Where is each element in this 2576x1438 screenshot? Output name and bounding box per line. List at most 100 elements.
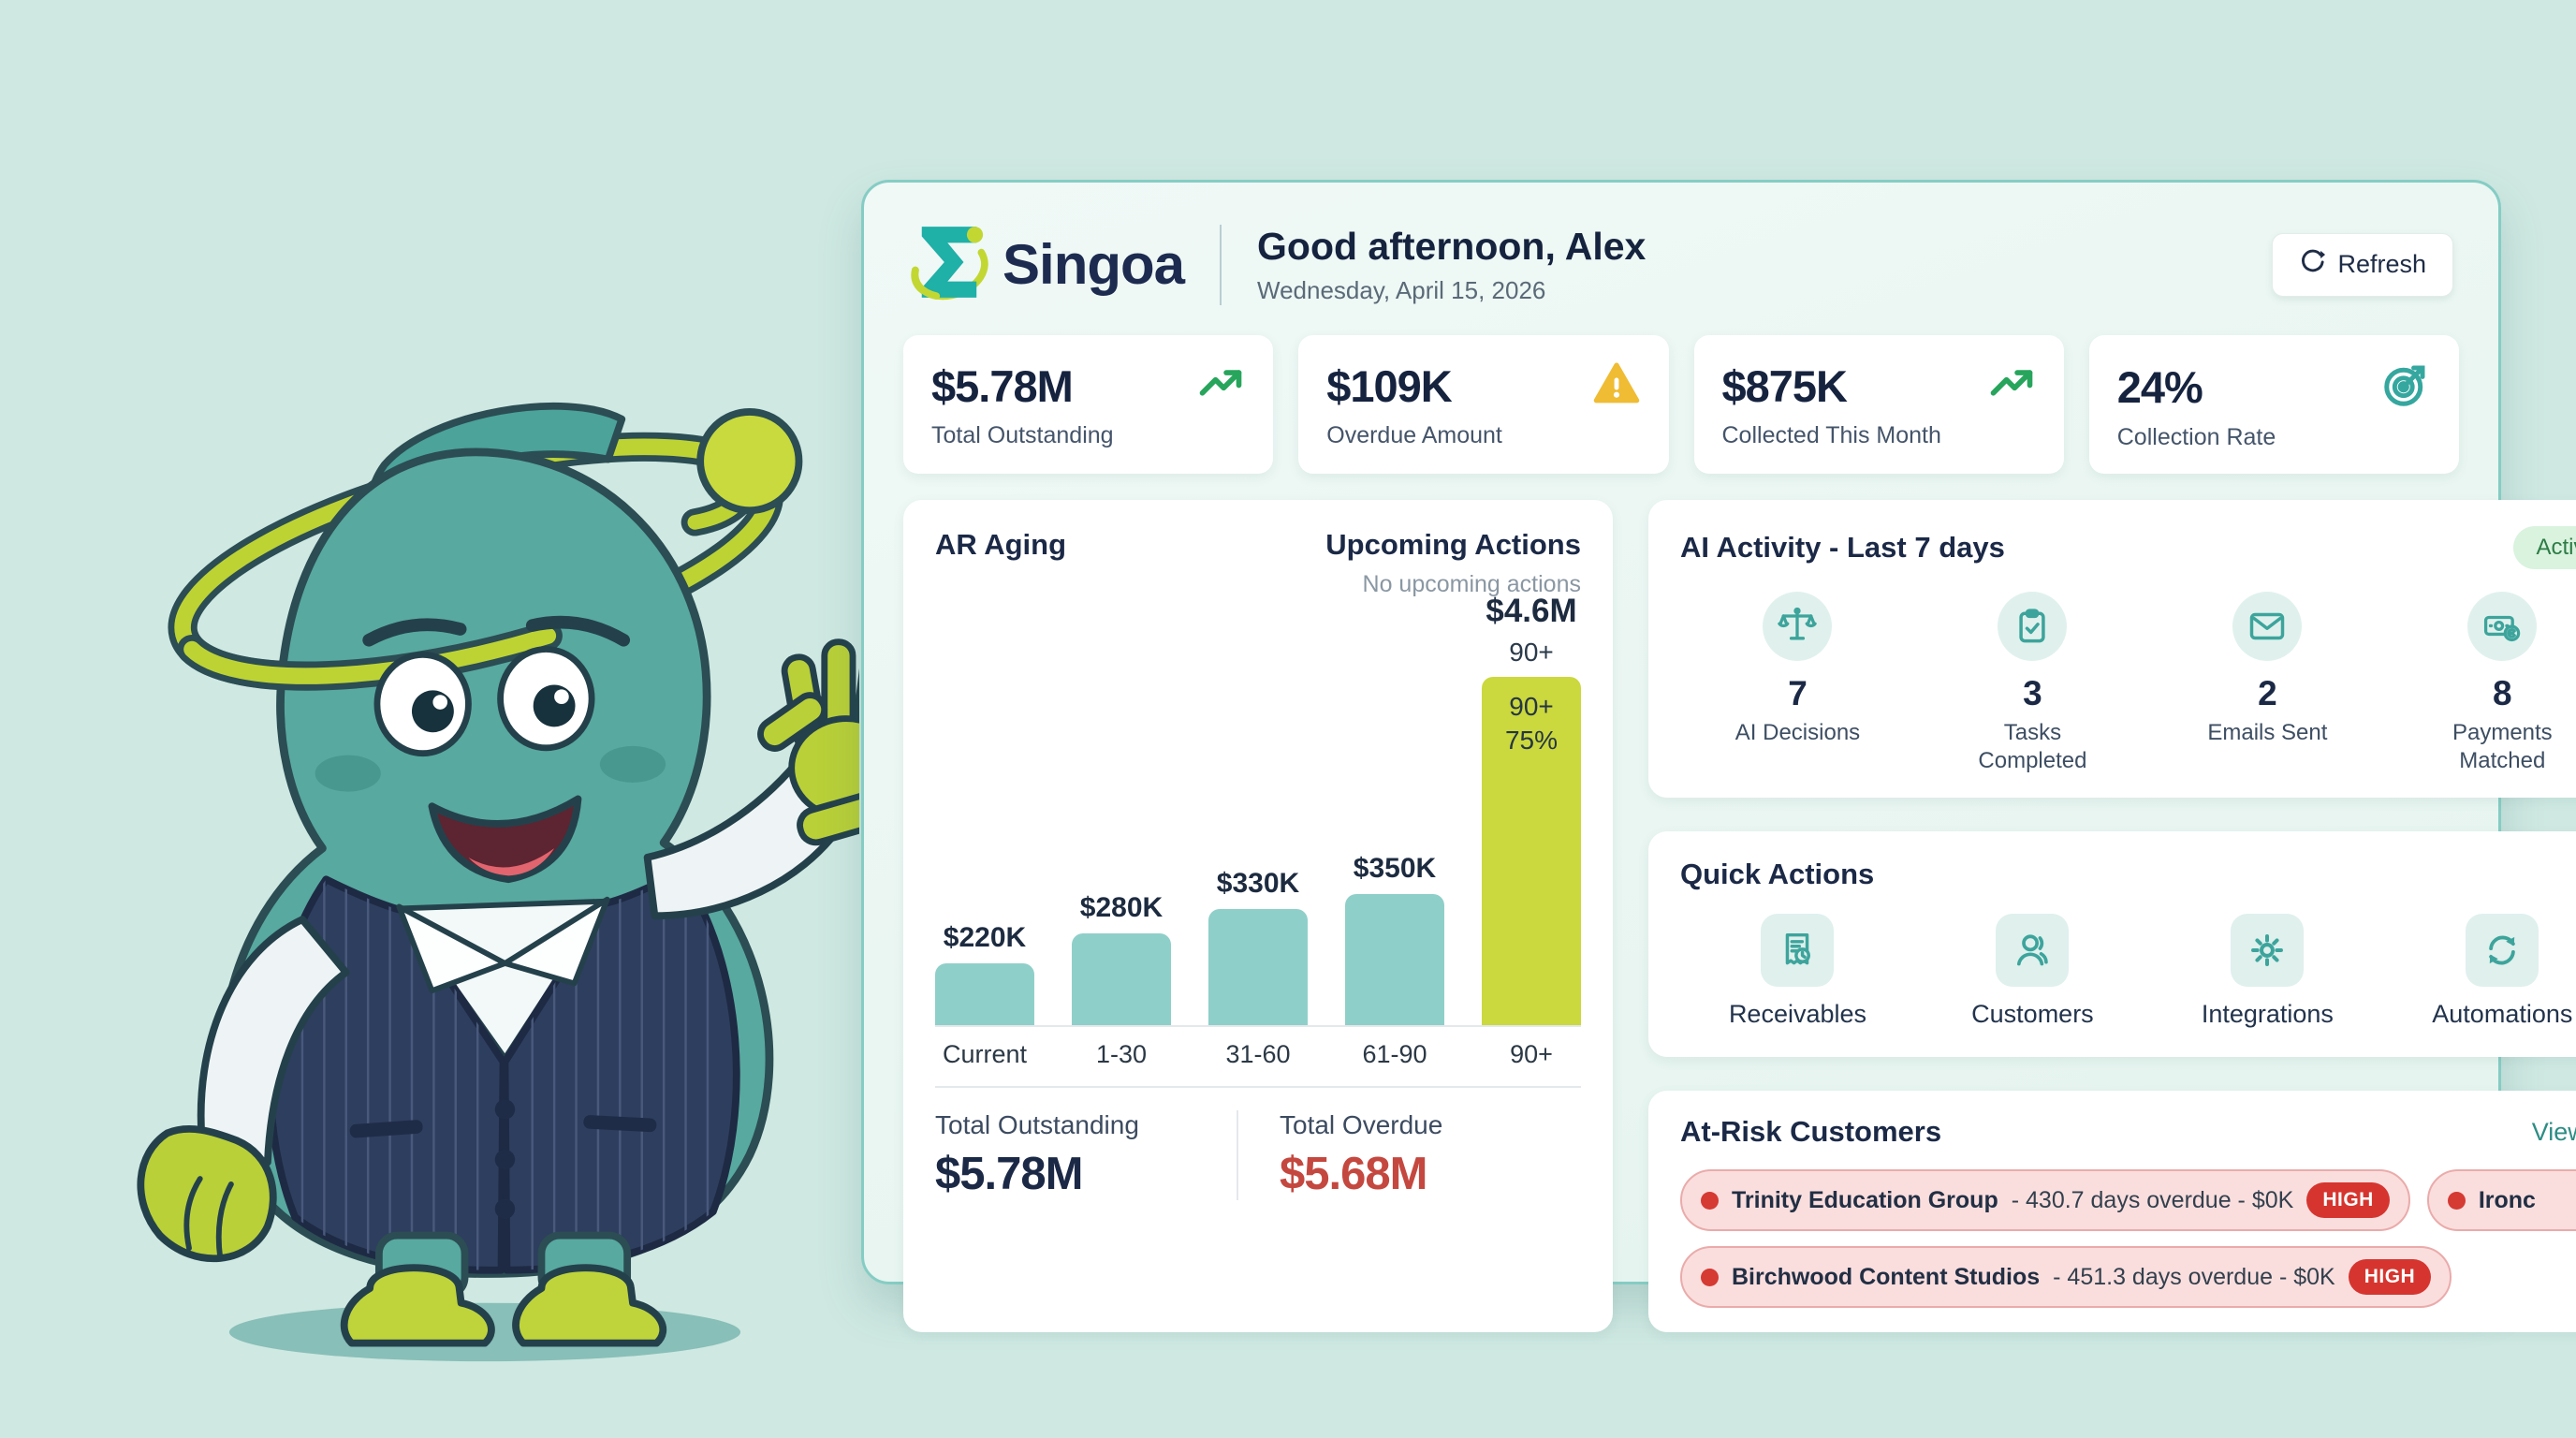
quick-action-integrations[interactable]: Integrations	[2150, 914, 2385, 1029]
ai-count: 8	[2493, 674, 2512, 712]
axis-label: 61-90	[1362, 1040, 1427, 1068]
header-divider	[1220, 224, 1222, 305]
ai-label: Tasks Completed	[1978, 720, 2087, 773]
quick-actions-title: Quick Actions	[1680, 858, 1875, 890]
bar-column-31-60: $330K	[1208, 868, 1308, 1025]
user-icon	[1996, 914, 2070, 987]
date: Wednesday, April 15, 2026	[1257, 275, 1546, 304]
quick-actions-card: Quick Actions Receivables	[1648, 831, 2576, 1057]
stat-card-overdue-amount: $109K Overdue Amount	[1298, 335, 1669, 474]
target-icon	[2380, 360, 2431, 415]
ar-aging-chart: $220K $280K $330K $350K $4.6M 90+	[935, 593, 1581, 1027]
bar-column-current: $220K	[935, 922, 1034, 1025]
stat-label: Total Outstanding	[931, 422, 1114, 448]
customer-name: Birchwood Content Studios	[1732, 1263, 2041, 1290]
bar-value-label: $220K	[943, 922, 1027, 953]
singoa-logo-icon	[909, 222, 989, 307]
ai-item-emails: 2 Emails Sent	[2150, 592, 2385, 775]
total-overdue-value: $5.68M	[1280, 1149, 1427, 1199]
stat-value: 24%	[2116, 362, 2203, 412]
risk-dot-icon	[2447, 1191, 2466, 1210]
bar-inner-percent: 75%	[1504, 726, 1559, 756]
ai-activity-card: AI Activity - Last 7 days Active	[1648, 500, 2576, 798]
refresh-button[interactable]: Refresh	[2272, 232, 2453, 297]
stat-label: Collected This Month	[1721, 422, 1941, 448]
ai-label: Payments Matched	[2452, 720, 2553, 773]
quick-action-customers[interactable]: Customers	[1915, 914, 2150, 1029]
risk-badge: HIGH	[2348, 1259, 2432, 1295]
bar-column-1-30: $280K	[1072, 892, 1171, 1025]
bar-current	[935, 963, 1034, 1025]
clipboard-check-icon	[1998, 592, 2068, 661]
axis-label: 31-60	[1225, 1040, 1291, 1068]
ar-aging-card: AR Aging Upcoming Actions No upcoming ac…	[903, 500, 1613, 1332]
risk-dot-icon	[1701, 1191, 1719, 1210]
at-risk-row: Trinity Education Group - 430.7 days ove…	[1680, 1169, 2576, 1231]
stat-value: $109K	[1326, 361, 1452, 411]
refresh-icon	[2299, 248, 2326, 282]
stat-label: Overdue Amount	[1326, 422, 1502, 448]
axis-label: 90+	[1510, 1040, 1553, 1068]
bar-31-60	[1208, 909, 1308, 1025]
customer-name: Ironc	[2478, 1186, 2536, 1213]
ar-aging-totals: Total Outstanding $5.78M Total Overdue $…	[935, 1110, 1581, 1200]
ai-item-decisions: 7 AI Decisions	[1680, 592, 1915, 775]
bar-column-90plus: $4.6M 90+ 90+ 75%	[1482, 593, 1581, 1025]
ai-item-payments: 8 Payments Matched	[2385, 592, 2576, 775]
ai-item-tasks: 3 Tasks Completed	[1915, 592, 2150, 775]
total-outstanding-label: Total Outstanding	[935, 1110, 1139, 1139]
bar-column-61-90: $350K	[1345, 853, 1444, 1025]
at-risk-card: At-Risk Customers View All Trinity Educa…	[1648, 1091, 2576, 1332]
ai-count: 7	[1788, 674, 1808, 712]
warning-triangle-icon	[1592, 360, 1641, 413]
trend-up-icon	[1987, 360, 2036, 413]
quick-action-receivables[interactable]: Receivables	[1680, 914, 1915, 1029]
quick-action-automations[interactable]: Automations	[2385, 914, 2576, 1029]
quick-action-label: Customers	[1971, 1000, 2094, 1028]
ar-aging-title: AR Aging	[935, 528, 1067, 561]
total-outstanding-value: $5.78M	[935, 1149, 1083, 1199]
cash-icon	[2467, 592, 2538, 661]
trend-up-icon	[1196, 360, 1245, 413]
total-overdue-label: Total Overdue	[1280, 1110, 1443, 1139]
stat-cards: $5.78M Total Outstanding $109K	[903, 335, 2459, 474]
at-risk-customer-pill[interactable]: Ironc	[2426, 1169, 2576, 1231]
risk-dot-icon	[1701, 1268, 1719, 1286]
ai-label: AI Decisions	[1734, 720, 1861, 745]
bar-90plus: 90+ 75%	[1482, 677, 1581, 1025]
ai-count: 2	[2258, 674, 2277, 712]
stat-value: $875K	[1721, 361, 1848, 411]
stat-value: $5.78M	[931, 361, 1074, 411]
axis-label: 1-30	[1095, 1040, 1148, 1068]
view-all-link[interactable]: View All	[2531, 1117, 2576, 1146]
greeting-block: Good afternoon, Alex Wednesday, April 15…	[1257, 225, 1646, 305]
scales-icon	[1763, 592, 1833, 661]
mascot-illustration	[137, 402, 859, 1362]
bar-inner-label: 90+	[1509, 692, 1554, 721]
refresh-label: Refresh	[2337, 250, 2426, 278]
at-risk-customer-pill[interactable]: Trinity Education Group - 430.7 days ove…	[1680, 1169, 2410, 1231]
brand-name: Singoa	[1003, 233, 1185, 296]
at-risk-title: At-Risk Customers	[1680, 1115, 1942, 1148]
brand: Singoa	[909, 222, 1185, 307]
header: Singoa Good afternoon, Alex Wednesday, A…	[903, 218, 2459, 307]
dashboard-panel: Singoa Good afternoon, Alex Wednesday, A…	[861, 180, 2576, 1332]
risk-badge: HIGH	[2306, 1182, 2390, 1218]
upcoming-actions-empty: No upcoming actions	[1362, 571, 1581, 597]
at-risk-customer-pill[interactable]: Birchwood Content Studios - 451.3 days o…	[1680, 1246, 2452, 1308]
ai-label: Emails Sent	[2207, 720, 2328, 745]
upcoming-actions-title: Upcoming Actions	[1325, 528, 1581, 561]
ai-count: 3	[2023, 674, 2042, 712]
bar-value-label: $350K	[1353, 853, 1437, 884]
bar-value-label: $330K	[1216, 868, 1300, 899]
stat-card-collected: $875K Collected This Month	[1693, 335, 2064, 474]
bar-value-label: $4.6M	[1486, 593, 1577, 629]
mail-icon	[2232, 592, 2303, 661]
ar-aging-axis: Current 1-30 31-60 61-90 90+	[935, 1027, 1581, 1088]
quick-action-label: Automations	[2432, 1000, 2573, 1028]
customer-name: Trinity Education Group	[1732, 1186, 1998, 1213]
axis-label: Current	[942, 1040, 1028, 1068]
bar-value-label: $280K	[1079, 892, 1164, 923]
sync-icon	[2466, 914, 2539, 987]
bar-1-30	[1072, 933, 1171, 1025]
